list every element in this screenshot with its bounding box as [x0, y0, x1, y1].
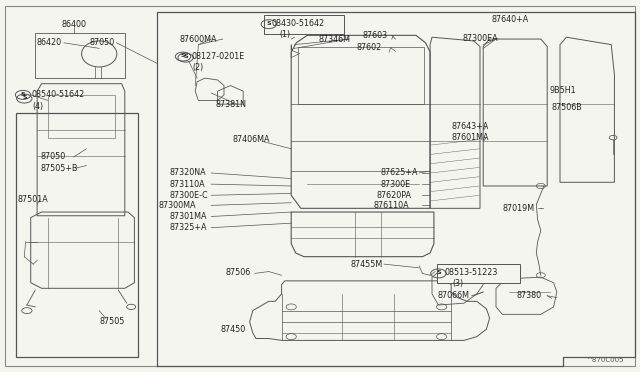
Text: 87300EA: 87300EA [462, 34, 498, 43]
Text: S: S [266, 21, 271, 26]
Text: 87505+B: 87505+B [40, 164, 78, 173]
Bar [264, 15, 344, 34]
Text: 87346M: 87346M [318, 35, 350, 44]
Text: S: S [180, 53, 186, 58]
Text: 876110A: 876110A [373, 201, 409, 210]
Text: 08540-51642: 08540-51642 [32, 90, 85, 99]
Text: 87506: 87506 [226, 268, 251, 277]
Bar [48, 95, 115, 138]
Text: (1): (1) [280, 30, 291, 39]
Text: 87300E-C: 87300E-C [170, 191, 208, 200]
Text: 87019M: 87019M [502, 204, 534, 213]
Text: S: S [22, 95, 27, 100]
Text: 87505: 87505 [99, 317, 125, 326]
Text: 08430-51642: 08430-51642 [271, 19, 324, 28]
Text: 87050: 87050 [40, 153, 65, 161]
Text: 87602: 87602 [356, 43, 381, 52]
Text: 08513-51223: 08513-51223 [445, 268, 498, 277]
Text: S: S [436, 270, 441, 275]
Text: 87450: 87450 [221, 325, 246, 334]
Text: 87455M: 87455M [351, 260, 383, 269]
Text: 87406MA: 87406MA [232, 135, 270, 144]
Text: 87620PA: 87620PA [376, 191, 412, 200]
Text: 87600MA: 87600MA [179, 35, 217, 44]
Text: 87380: 87380 [516, 291, 541, 300]
Bar [298, 46, 424, 104]
Text: ^870C005: ^870C005 [586, 357, 624, 363]
Text: 87625+A: 87625+A [381, 169, 419, 177]
Text: 87506B: 87506B [552, 103, 582, 112]
Bar [35, 33, 125, 78]
Text: S: S [183, 54, 188, 60]
Bar [16, 113, 138, 357]
Text: 87640+A: 87640+A [492, 15, 529, 24]
Text: 87300MA: 87300MA [159, 201, 196, 210]
Text: 87603: 87603 [363, 31, 388, 40]
Text: (2): (2) [192, 63, 204, 72]
Text: 9B5H1: 9B5H1 [549, 86, 576, 94]
Text: S: S [20, 92, 26, 97]
Text: 87320NA: 87320NA [170, 169, 206, 177]
Text: 87066M: 87066M [437, 291, 469, 300]
Text: 87301MA: 87301MA [170, 212, 207, 221]
Text: 87501A: 87501A [18, 195, 49, 203]
Text: (4): (4) [32, 102, 43, 110]
Text: 87381N: 87381N [216, 100, 246, 109]
Bar [437, 264, 520, 283]
Text: (3): (3) [452, 279, 463, 288]
Text: 87601MA: 87601MA [451, 133, 489, 142]
Text: 87325+A: 87325+A [170, 223, 207, 232]
Text: 86400: 86400 [61, 20, 86, 29]
Text: 08127-0201E: 08127-0201E [192, 52, 245, 61]
Text: 87050: 87050 [90, 38, 115, 47]
Text: 87300E: 87300E [381, 180, 411, 189]
Text: 873110A: 873110A [170, 180, 205, 189]
Text: 87643+A: 87643+A [451, 122, 488, 131]
Text: 86420: 86420 [36, 38, 61, 47]
